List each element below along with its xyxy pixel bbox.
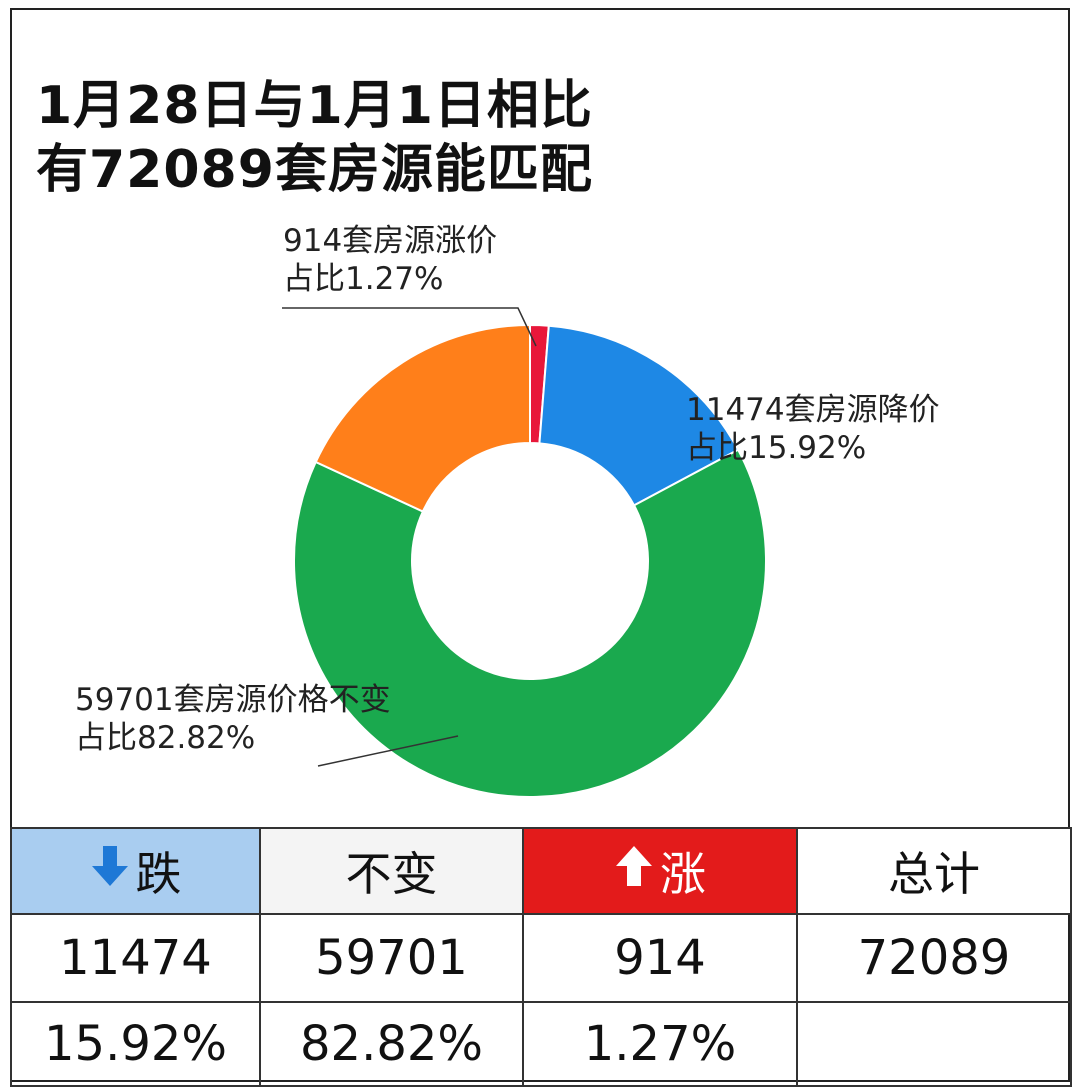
callout-price-down-share: 占比15.92% — [686, 430, 867, 466]
title-line-1: 1月28日与1月1日相比 — [36, 76, 593, 136]
chart-title: 1月28日与1月1日相比 有72089套房源能匹配 — [36, 74, 736, 202]
header-cell-same: 不变 — [259, 827, 524, 915]
leader-lines — [282, 307, 537, 767]
percent-cell-total — [796, 1001, 1072, 1087]
title-line-2: 有72089套房源能匹配 — [36, 140, 593, 200]
callout-price-up-share: 占比1.27% — [283, 261, 444, 297]
header-label-same: 不变 — [345, 847, 438, 901]
callout-price-same-share: 占比82.82% — [75, 720, 256, 756]
summary-table: 跌 不变 涨 总计 11474 59701 914 72089 — [10, 827, 1072, 1087]
count-cell-down: 11474 — [10, 913, 261, 1003]
arrow-down-icon — [90, 844, 130, 899]
header-label-down: 跌 — [135, 847, 182, 901]
summary-percent-row: 15.92% 82.82% 1.27% — [10, 1001, 1072, 1087]
callout-price-down-count: 11474套房源降价 — [686, 392, 940, 428]
header-cell-down: 跌 — [10, 827, 261, 915]
leader-line-price-up — [282, 307, 537, 347]
percent-cell-down: 15.92% — [10, 1001, 261, 1087]
count-cell-total: 72089 — [796, 913, 1072, 1003]
donut-slices — [293, 323, 767, 798]
summary-header-row: 跌 不变 涨 总计 — [10, 827, 1072, 915]
header-cell-total: 总计 — [796, 827, 1072, 915]
callout-price-same-count: 59701套房源价格不变 — [75, 682, 391, 718]
slice-price-down — [538, 324, 740, 507]
percent-cell-same: 82.82% — [259, 1001, 524, 1087]
percent-cell-up: 1.27% — [522, 1001, 798, 1087]
header-cell-up: 涨 — [522, 827, 798, 915]
leader-line-price-same — [317, 735, 459, 767]
callout-price-up: 914套房源涨价 占比1.27% — [283, 222, 497, 298]
count-cell-up: 914 — [522, 913, 798, 1003]
slice-price-same — [293, 448, 767, 798]
arrow-up-icon — [614, 844, 654, 899]
count-cell-same: 59701 — [259, 913, 524, 1003]
callout-price-down: 11474套房源降价 占比15.92% — [686, 391, 940, 467]
summary-count-row: 11474 59701 914 72089 — [10, 913, 1072, 1003]
callout-price-up-count: 914套房源涨价 — [283, 223, 498, 259]
header-label-total: 总计 — [888, 847, 980, 901]
callout-price-same: 59701套房源价格不变 占比82.82% — [75, 681, 391, 757]
header-label-up: 涨 — [660, 847, 706, 901]
slice-orange — [314, 323, 531, 513]
